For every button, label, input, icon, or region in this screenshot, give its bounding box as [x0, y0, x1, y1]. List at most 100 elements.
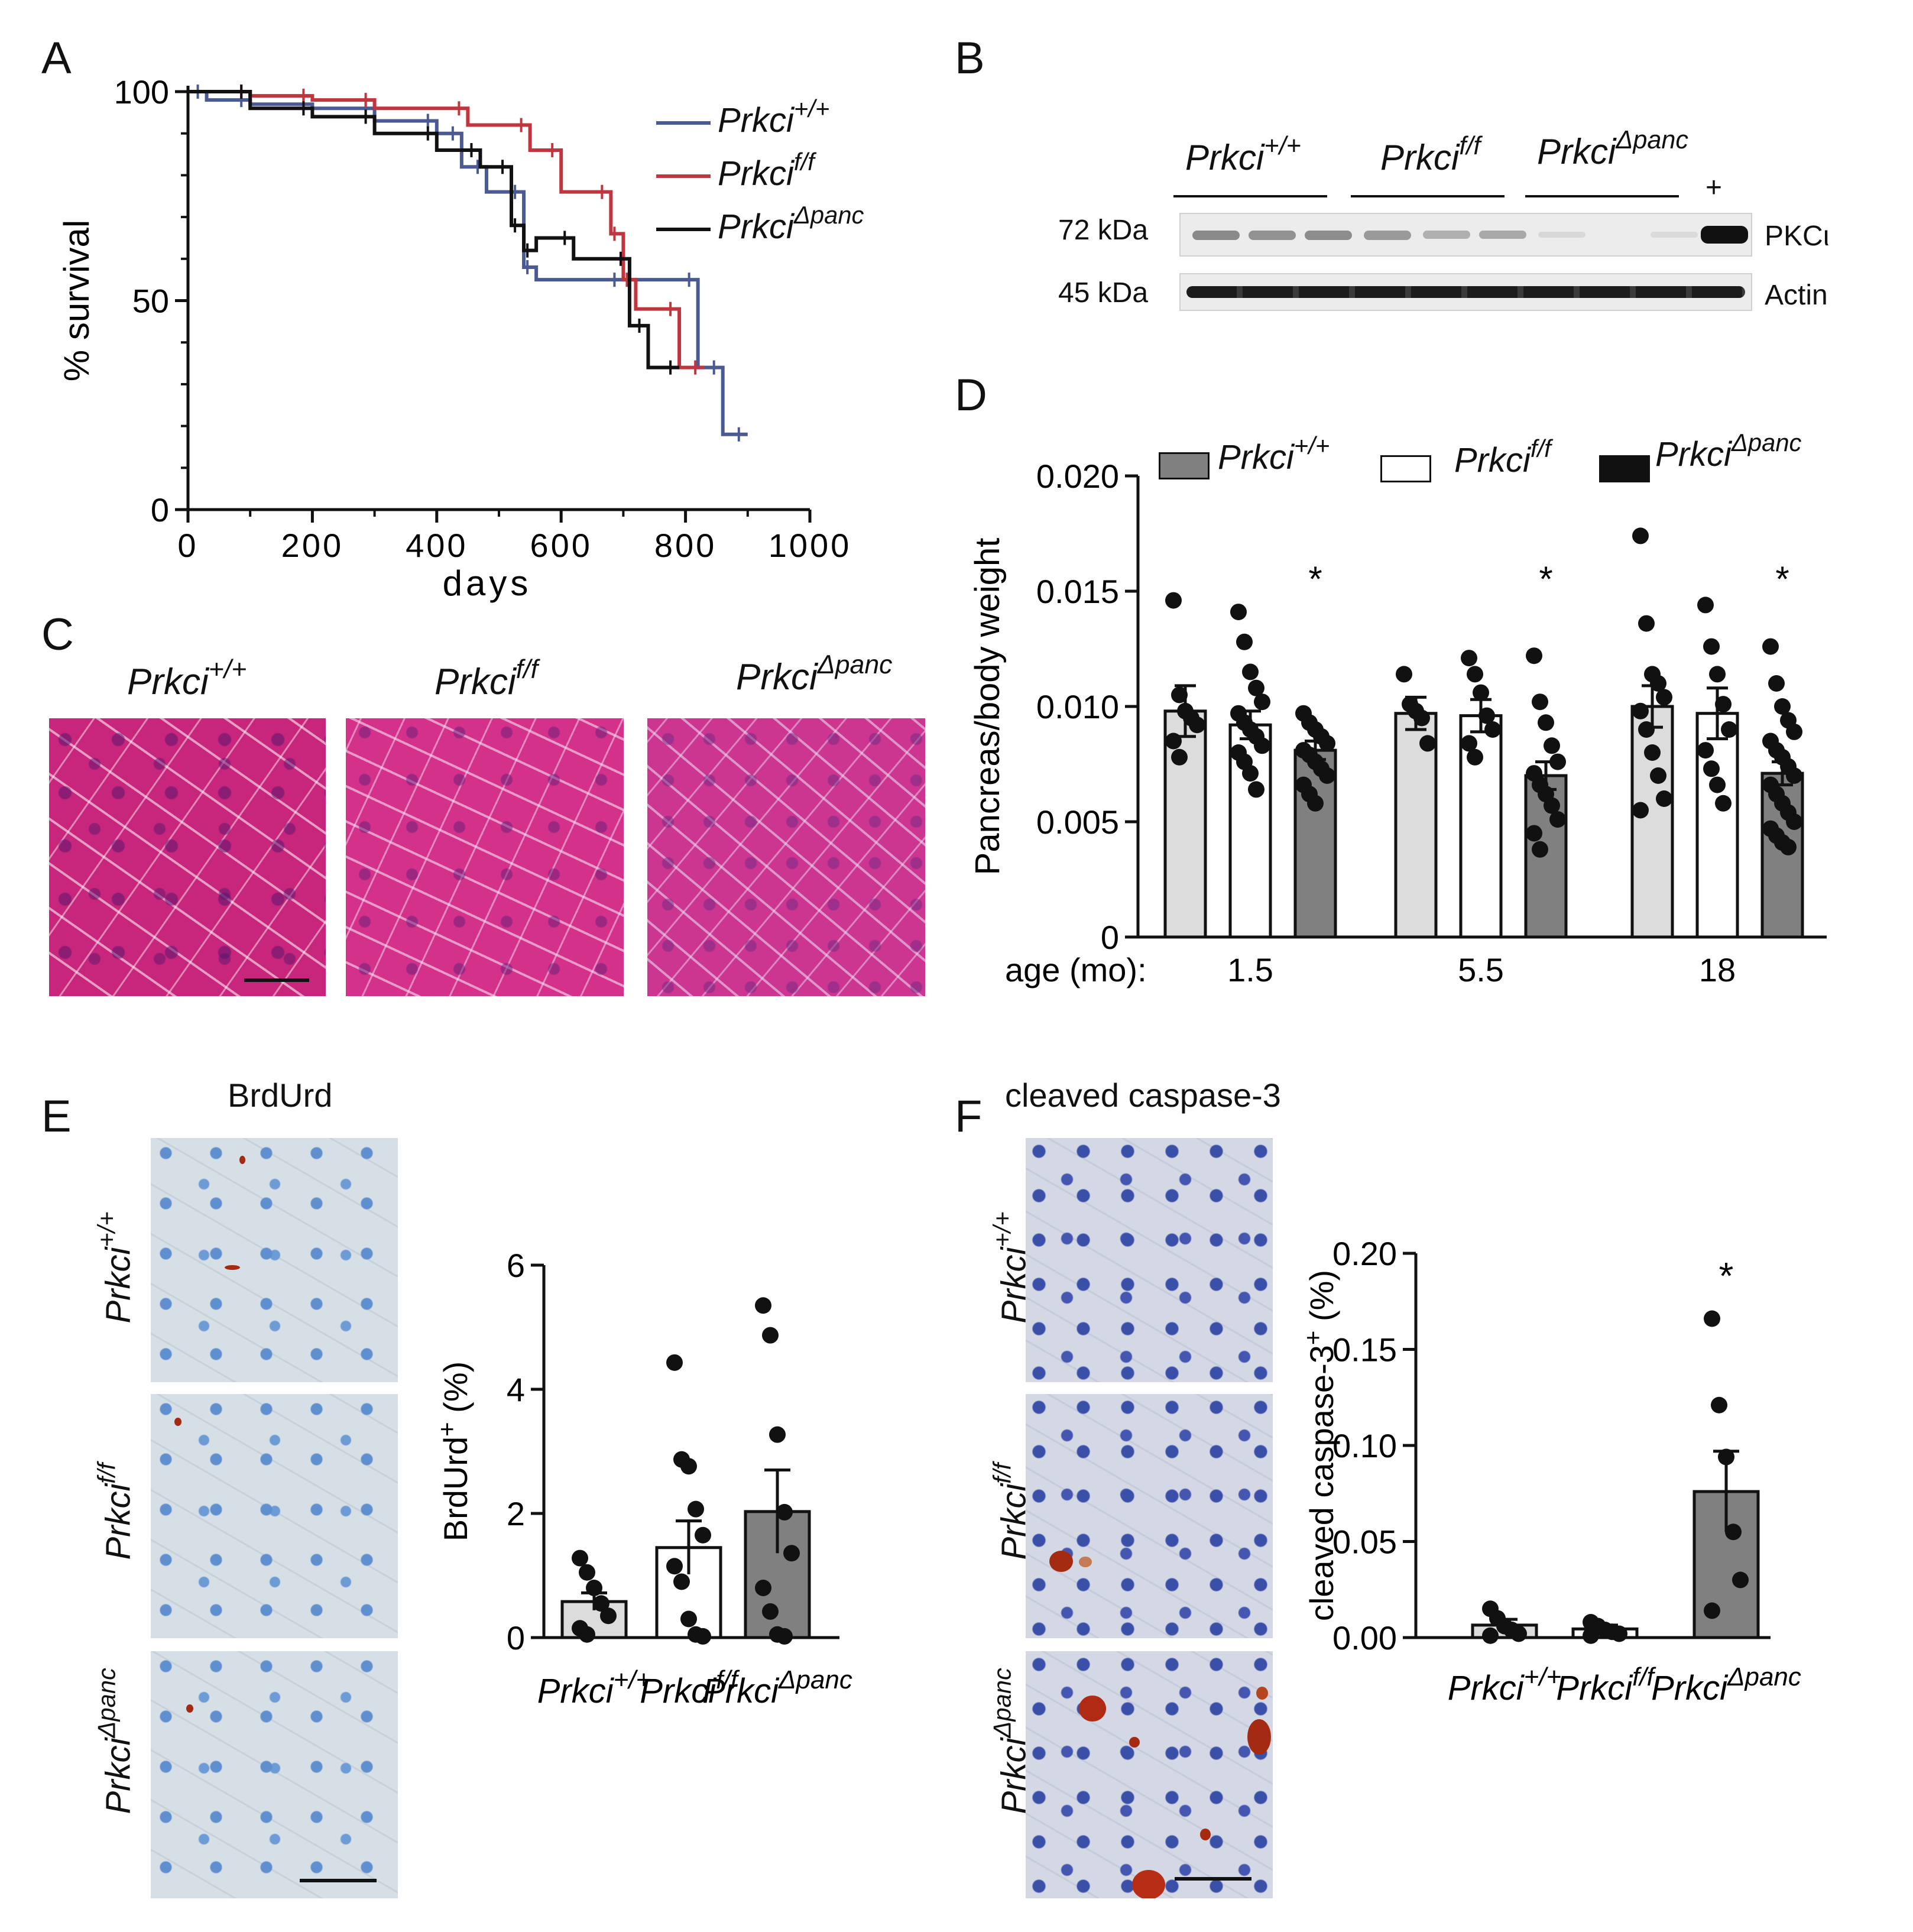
x-category-label: Prkcif/f	[1556, 1662, 1656, 1707]
scale-bar-e	[300, 1879, 377, 1882]
data-point	[1254, 737, 1270, 754]
data-point	[1709, 666, 1726, 683]
data-point	[1780, 838, 1797, 855]
f-image-ff	[1026, 1394, 1273, 1638]
data-point	[1544, 797, 1560, 814]
data-point	[1242, 765, 1259, 782]
protein-actin: Actin	[1765, 280, 1828, 311]
data-point	[673, 1573, 690, 1590]
blot-group-label-ff: Prkcif/f	[1380, 132, 1481, 177]
he-label-wt: Prkci+/+	[127, 655, 247, 702]
legend-d-swatch-ff	[1380, 455, 1431, 482]
y-tick-label: 4	[507, 1371, 525, 1408]
caspase-positive-cell	[1079, 1696, 1106, 1722]
data-point	[1650, 675, 1666, 692]
data-point	[755, 1580, 771, 1596]
he-image-wt	[49, 718, 326, 996]
data-point	[1467, 666, 1483, 683]
band-actin-row	[1186, 286, 1745, 298]
data-point	[1786, 813, 1802, 830]
x-tick-label: 800	[654, 527, 716, 564]
significance-marker: *	[1719, 1254, 1734, 1297]
band-pkc-6	[1479, 231, 1526, 239]
e-image-ff	[151, 1394, 398, 1638]
band-pkc-4	[1364, 231, 1411, 240]
data-point	[762, 1603, 779, 1620]
y-tick-label: 50	[132, 283, 169, 320]
band-pkc-7	[1538, 232, 1585, 238]
data-point	[1165, 732, 1182, 750]
blot-group-line-panc	[1525, 195, 1679, 197]
legend-d-swatch-wt	[1159, 452, 1210, 479]
blot-group-label-panc: PrkciΔpanc	[1537, 126, 1688, 171]
data-point	[1319, 767, 1335, 784]
data-point	[579, 1564, 595, 1581]
y-tick-label: 0.20	[1332, 1235, 1397, 1272]
data-point	[1396, 666, 1412, 683]
legend-item-panc: PrkciΔpanc	[656, 203, 864, 260]
band-pkc-1	[1192, 231, 1240, 240]
data-point	[1704, 1310, 1720, 1327]
x-category-label: 1.5	[1227, 951, 1273, 988]
data-point	[1638, 721, 1655, 738]
data-point	[1242, 663, 1259, 680]
data-point	[1510, 1625, 1527, 1642]
km-series-line	[188, 90, 680, 369]
y-tick-label: 0.015	[1036, 573, 1119, 610]
marker-45kda: 45 kDa	[1058, 277, 1149, 309]
y-tick-label: 0.010	[1036, 688, 1119, 725]
x-tick-label: 0	[177, 527, 198, 564]
legend-line-wt	[656, 121, 711, 125]
data-point	[1656, 689, 1672, 706]
significance-marker: *	[1308, 559, 1322, 599]
data-point	[783, 1545, 800, 1562]
data-point	[1725, 1523, 1742, 1541]
data-point	[1768, 675, 1785, 692]
y-tick-label: 2	[507, 1495, 525, 1532]
data-point	[579, 1626, 595, 1643]
legend-label-wt: Prkci+/+	[718, 94, 830, 140]
data-point	[1697, 597, 1714, 614]
data-point	[1786, 767, 1802, 784]
band-pkc-3	[1305, 231, 1352, 240]
legend-item-ff: Prkcif/f	[656, 147, 864, 207]
data-point	[1419, 735, 1436, 752]
e-image-panc	[151, 1651, 398, 1898]
data-point	[586, 1580, 602, 1596]
y-tick-label: 6	[507, 1247, 525, 1284]
data-point	[1171, 686, 1188, 704]
data-point	[1544, 737, 1560, 754]
data-point	[666, 1354, 683, 1371]
data-point	[1526, 825, 1542, 842]
data-point	[695, 1526, 711, 1544]
brdu-positive-nucleus	[225, 1265, 240, 1270]
data-point	[1165, 592, 1182, 609]
x-axis-label: age (mo):	[1005, 951, 1147, 988]
km-series-line	[188, 90, 705, 369]
data-point	[1189, 717, 1205, 734]
data-point	[1254, 693, 1270, 711]
data-point	[1632, 702, 1649, 719]
e-image-wt	[151, 1138, 398, 1382]
legend-d-label-ff: Prkcif/f	[1454, 434, 1551, 479]
data-point	[1718, 1448, 1734, 1466]
data-point	[1236, 633, 1253, 650]
x-category-label: 18	[1699, 951, 1736, 988]
data-point	[1583, 1627, 1599, 1644]
data-point	[776, 1503, 793, 1521]
y-tick-label: 0.15	[1332, 1331, 1397, 1369]
data-point	[1248, 781, 1264, 798]
blot-strip-actin	[1179, 273, 1752, 311]
brdu-positive-nucleus	[174, 1418, 181, 1426]
caspase-positive-cell	[1256, 1687, 1268, 1700]
f-image-wt	[1026, 1138, 1273, 1382]
data-point	[1632, 802, 1649, 819]
y-tick-label: 0.020	[1036, 458, 1119, 495]
he-image-ff	[346, 718, 624, 996]
legend-label-ff: Prkcif/f	[718, 147, 815, 193]
data-point	[1549, 753, 1566, 770]
data-point	[1632, 527, 1649, 544]
data-point	[1478, 707, 1495, 724]
x-category-label: Prkci+/+	[537, 1665, 651, 1710]
